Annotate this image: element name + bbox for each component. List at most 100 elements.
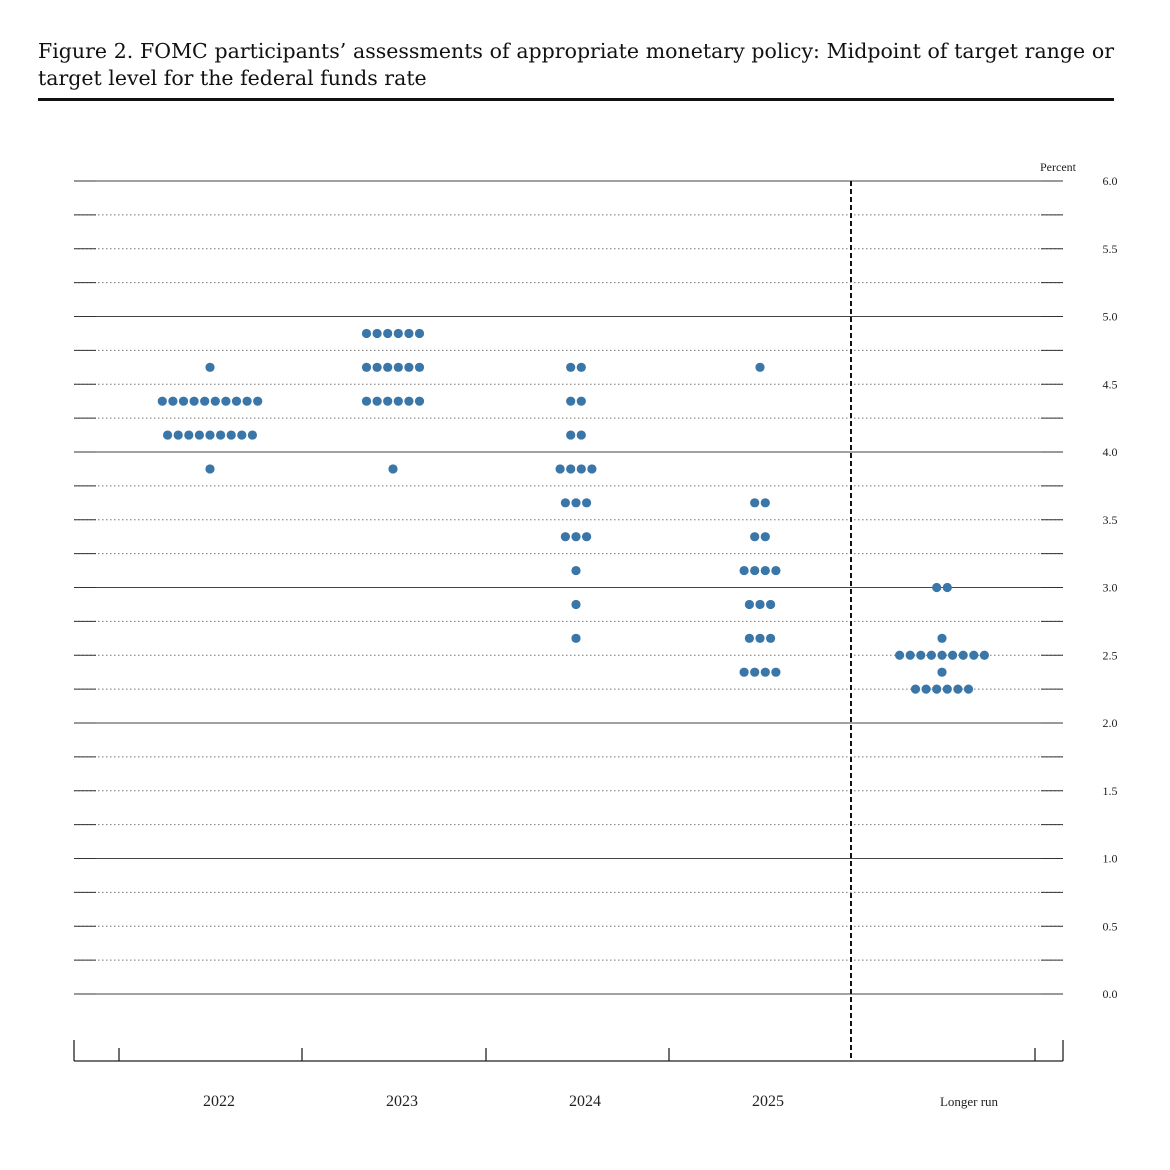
participant-dot: [937, 650, 947, 660]
participant-dot: [937, 633, 947, 643]
participant-dot: [953, 684, 963, 694]
participant-dot: [205, 464, 215, 474]
participant-dot: [173, 430, 183, 440]
participant-dot: [560, 498, 571, 508]
participant-dot: [393, 328, 403, 339]
participant-dot: [963, 684, 974, 694]
participant-dot: [771, 667, 781, 677]
participant-dot: [178, 396, 189, 406]
participant-dot: [750, 667, 760, 677]
x-category-label: 2025: [752, 1093, 784, 1110]
participant-dot: [766, 599, 776, 610]
participant-dot: [750, 532, 760, 542]
participant-dot: [168, 396, 178, 406]
participant-dot: [560, 532, 571, 542]
participant-dot: [393, 362, 403, 372]
y-tick-label: 4.0: [1103, 445, 1118, 459]
participant-dot: [739, 667, 749, 677]
participant-dot: [576, 396, 586, 406]
participant-dot: [576, 362, 586, 372]
y-tick-label: 1.5: [1103, 784, 1118, 798]
participant-dot: [361, 328, 372, 339]
participant-dot: [388, 464, 398, 474]
participant-dot: [979, 650, 990, 660]
x-category-label: 2024: [569, 1093, 601, 1110]
participant-dot: [576, 464, 586, 474]
participant-dot: [383, 328, 393, 339]
participant-dot: [231, 396, 242, 406]
participant-dot: [571, 599, 581, 610]
participant-dot: [163, 430, 173, 440]
y-tick-label: 0.5: [1103, 919, 1118, 933]
caption-rule: [38, 98, 1114, 101]
x-category-label: Longer run: [940, 1094, 999, 1109]
participant-dot: [194, 430, 204, 440]
participant-dot: [205, 430, 215, 440]
participant-dot: [404, 396, 414, 406]
participant-dot: [361, 362, 372, 372]
participant-dot: [582, 498, 592, 508]
y-axis-label: Percent: [1040, 160, 1077, 174]
participant-dot: [739, 565, 749, 576]
x-category-label: 2022: [203, 1093, 235, 1110]
y-tick-label: 0.0: [1103, 987, 1118, 1001]
participant-dot: [205, 362, 215, 372]
participant-dot: [766, 633, 776, 643]
y-tick-label: 6.0: [1103, 174, 1118, 188]
participant-dot: [404, 328, 414, 339]
participant-dot: [383, 396, 393, 406]
participant-dot: [760, 532, 770, 542]
participant-dot: [750, 498, 760, 508]
x-category-label: 2023: [386, 1093, 418, 1110]
participant-dot: [566, 396, 576, 406]
participant-dot: [958, 650, 968, 660]
participant-dot: [237, 430, 247, 440]
participant-dot: [414, 362, 425, 372]
participant-dot: [414, 396, 425, 406]
participant-dot: [189, 396, 199, 406]
participant-dot: [247, 430, 257, 440]
participant-dot: [571, 532, 581, 542]
participant-dot: [393, 396, 403, 406]
participant-dot: [948, 650, 958, 660]
participant-dot: [383, 362, 393, 372]
participant-dot: [916, 650, 926, 660]
participant-dot: [242, 396, 252, 406]
participant-dot: [566, 362, 576, 372]
participant-dot: [969, 650, 979, 660]
participant-dot: [404, 362, 414, 372]
participant-dot: [744, 633, 755, 643]
participant-dot: [226, 430, 236, 440]
participant-dot: [755, 599, 765, 610]
participant-dot: [942, 582, 952, 593]
participant-dot: [744, 599, 755, 610]
participant-dot: [157, 396, 167, 406]
y-tick-label: 4.5: [1103, 377, 1118, 391]
y-tick-label: 2.5: [1103, 648, 1118, 662]
participant-dot: [771, 565, 781, 576]
participant-dot: [414, 328, 425, 339]
participant-dot: [921, 684, 931, 694]
participant-dot: [755, 633, 765, 643]
participant-dot: [372, 328, 382, 339]
participant-dot: [571, 565, 581, 576]
y-tick-label: 3.0: [1103, 581, 1118, 595]
participant-dot: [926, 650, 937, 660]
participant-dot: [895, 650, 905, 660]
participant-dot: [216, 430, 226, 440]
participant-dot: [932, 582, 942, 593]
participant-dot: [932, 684, 942, 694]
participant-dot: [760, 667, 770, 677]
participant-dot: [555, 464, 565, 474]
y-tick-label: 1.0: [1103, 852, 1118, 866]
participant-dot: [760, 498, 770, 508]
participant-dot: [200, 396, 210, 406]
participant-dot: [942, 684, 952, 694]
participant-dot: [910, 684, 921, 694]
participant-dot: [587, 464, 597, 474]
y-tick-label: 2.0: [1103, 716, 1118, 730]
participant-dot: [221, 396, 231, 406]
participant-dot: [582, 532, 592, 542]
y-tick-label: 5.5: [1103, 242, 1118, 256]
participant-dot: [372, 362, 382, 372]
